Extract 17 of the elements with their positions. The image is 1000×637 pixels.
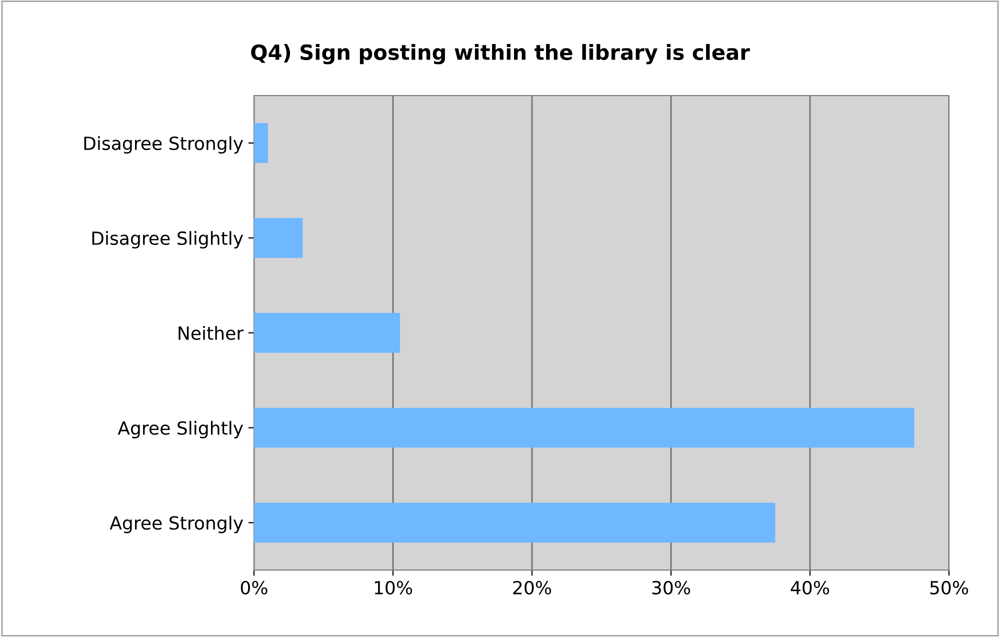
y-tick-label: Disagree Strongly: [84, 136, 244, 154]
x-tick-label: 20%: [513, 580, 552, 595]
x-tick-label: 50%: [930, 580, 968, 595]
x-tick-label: 40%: [790, 580, 830, 595]
x-tick-label: 0%: [240, 580, 268, 595]
y-tick-label: Neither: [178, 326, 244, 340]
bar: [254, 408, 914, 448]
y-tick-label: Agree Strongly: [110, 516, 244, 534]
y-tick-label: Agree Slightly: [118, 420, 244, 438]
x-tick-label: 10%: [374, 580, 412, 595]
bar: [254, 502, 776, 543]
bar: [254, 312, 400, 353]
y-tick-label: Disagree Slightly: [92, 231, 244, 249]
bar: [254, 218, 303, 258]
bar: [254, 123, 268, 163]
chart-title: Q4) Sign posting within the library is clear: [251, 44, 750, 64]
x-tick-label: 30%: [652, 580, 690, 595]
